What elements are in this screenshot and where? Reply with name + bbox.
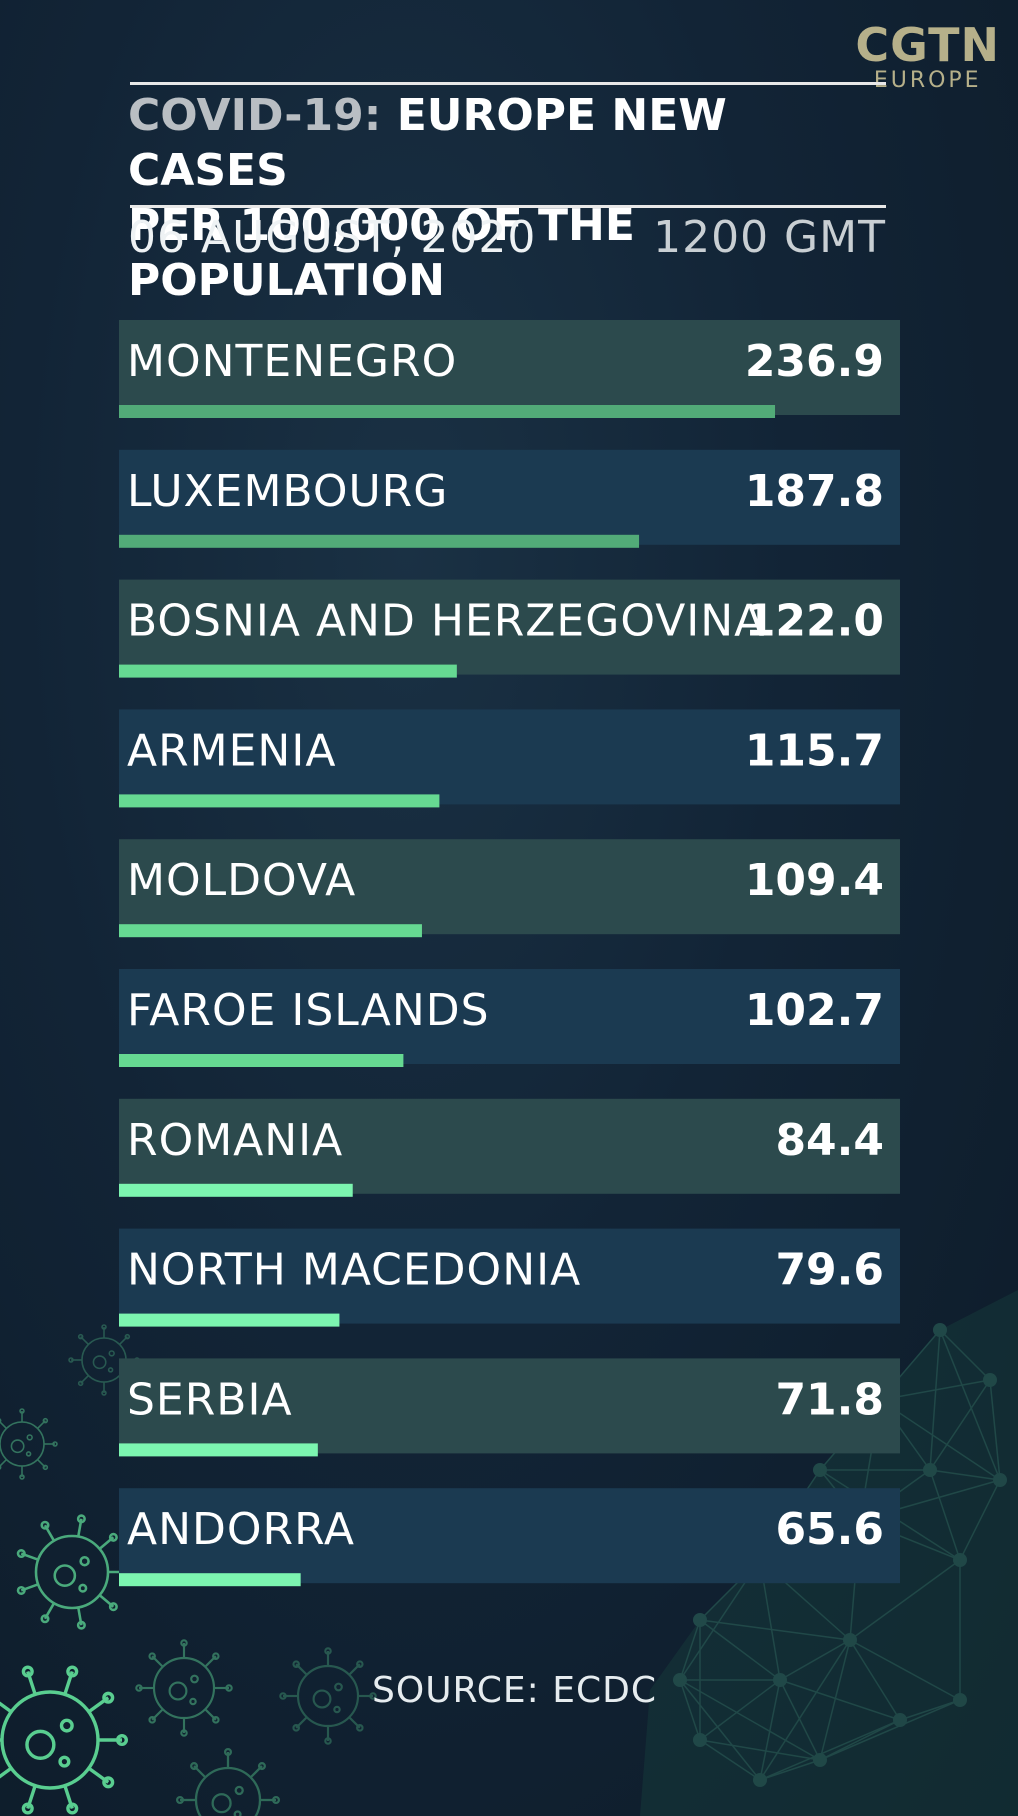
bar	[119, 405, 776, 418]
bar-value-label: 102.7	[745, 985, 884, 1036]
bar	[119, 664, 457, 678]
chart-title: COVID-19: EUROPE NEW CASES PER 100,000 O…	[128, 88, 888, 308]
bar-row-background	[119, 1488, 900, 1584]
title-highlight: COVID-19:	[128, 90, 382, 141]
bar-category-label: ANDORRA	[127, 1504, 355, 1555]
bar-row-background	[119, 839, 900, 935]
bar-row-background	[119, 579, 900, 675]
bar-row-background	[119, 709, 900, 805]
bar-value-label: 65.6	[775, 1504, 884, 1555]
bar	[119, 1573, 301, 1587]
cgtn-europe-logo: CGTN EUROPE	[855, 22, 1000, 92]
logo-main-text: CGTN	[855, 18, 1000, 72]
date-label: 06 AUGUST, 2020	[128, 212, 537, 263]
bar-category-label: ARMENIA	[127, 725, 336, 776]
bar-row-background	[119, 969, 900, 1064]
time-label: 1200 GMT	[653, 212, 886, 263]
bar-row-background	[119, 449, 900, 545]
bar-row-background	[119, 320, 900, 415]
title-top-rule	[130, 82, 886, 85]
bar-value-label: 109.4	[745, 855, 884, 906]
bar-category-label: NORTH MACEDONIA	[127, 1245, 581, 1296]
bar-value-label: 187.8	[745, 466, 884, 517]
bar-category-label: BOSNIA AND HERZEGOVINA	[127, 596, 765, 647]
bar-row-background	[119, 1358, 900, 1454]
title-line-1: EUROPE NEW CASES	[128, 90, 727, 196]
bar-category-label: SERBIA	[127, 1374, 293, 1425]
bar-value-label: 79.6	[775, 1245, 884, 1296]
bar	[119, 924, 422, 938]
bar-value-label: 115.7	[745, 725, 884, 776]
bar-category-label: FAROE ISLANDS	[127, 985, 490, 1036]
virus-icon	[0, 1665, 129, 1815]
bar-value-label: 122.0	[745, 596, 884, 647]
title-line-2: PER 100,000 OF THE POPULATION	[128, 200, 635, 306]
virus-icon	[135, 1639, 233, 1737]
bar-category-label: MONTENEGRO	[127, 336, 457, 387]
bar-category-label: LUXEMBOURG	[127, 466, 448, 517]
bar	[119, 534, 640, 548]
bar-value-label: 71.8	[775, 1374, 884, 1425]
bar-category-label: ROMANIA	[127, 1115, 343, 1166]
bar	[119, 1313, 340, 1327]
virus-icon	[0, 1408, 58, 1480]
title-bottom-rule	[130, 205, 886, 208]
bar	[119, 1183, 353, 1197]
bar	[119, 794, 440, 808]
bar-row-background	[119, 1228, 900, 1324]
bar	[119, 1054, 404, 1067]
virus-icon	[175, 1747, 281, 1816]
logo-sub-text: EUROPE	[873, 68, 982, 93]
virus-icon	[279, 1647, 377, 1745]
bar-value-label: 84.4	[775, 1115, 884, 1166]
bar-category-label: MOLDOVA	[127, 855, 356, 906]
bar	[119, 1443, 318, 1457]
bar-row-background	[119, 1098, 900, 1194]
bar-value-label: 236.9	[745, 336, 884, 387]
source-label: SOURCE: ECDC	[372, 1670, 657, 1711]
